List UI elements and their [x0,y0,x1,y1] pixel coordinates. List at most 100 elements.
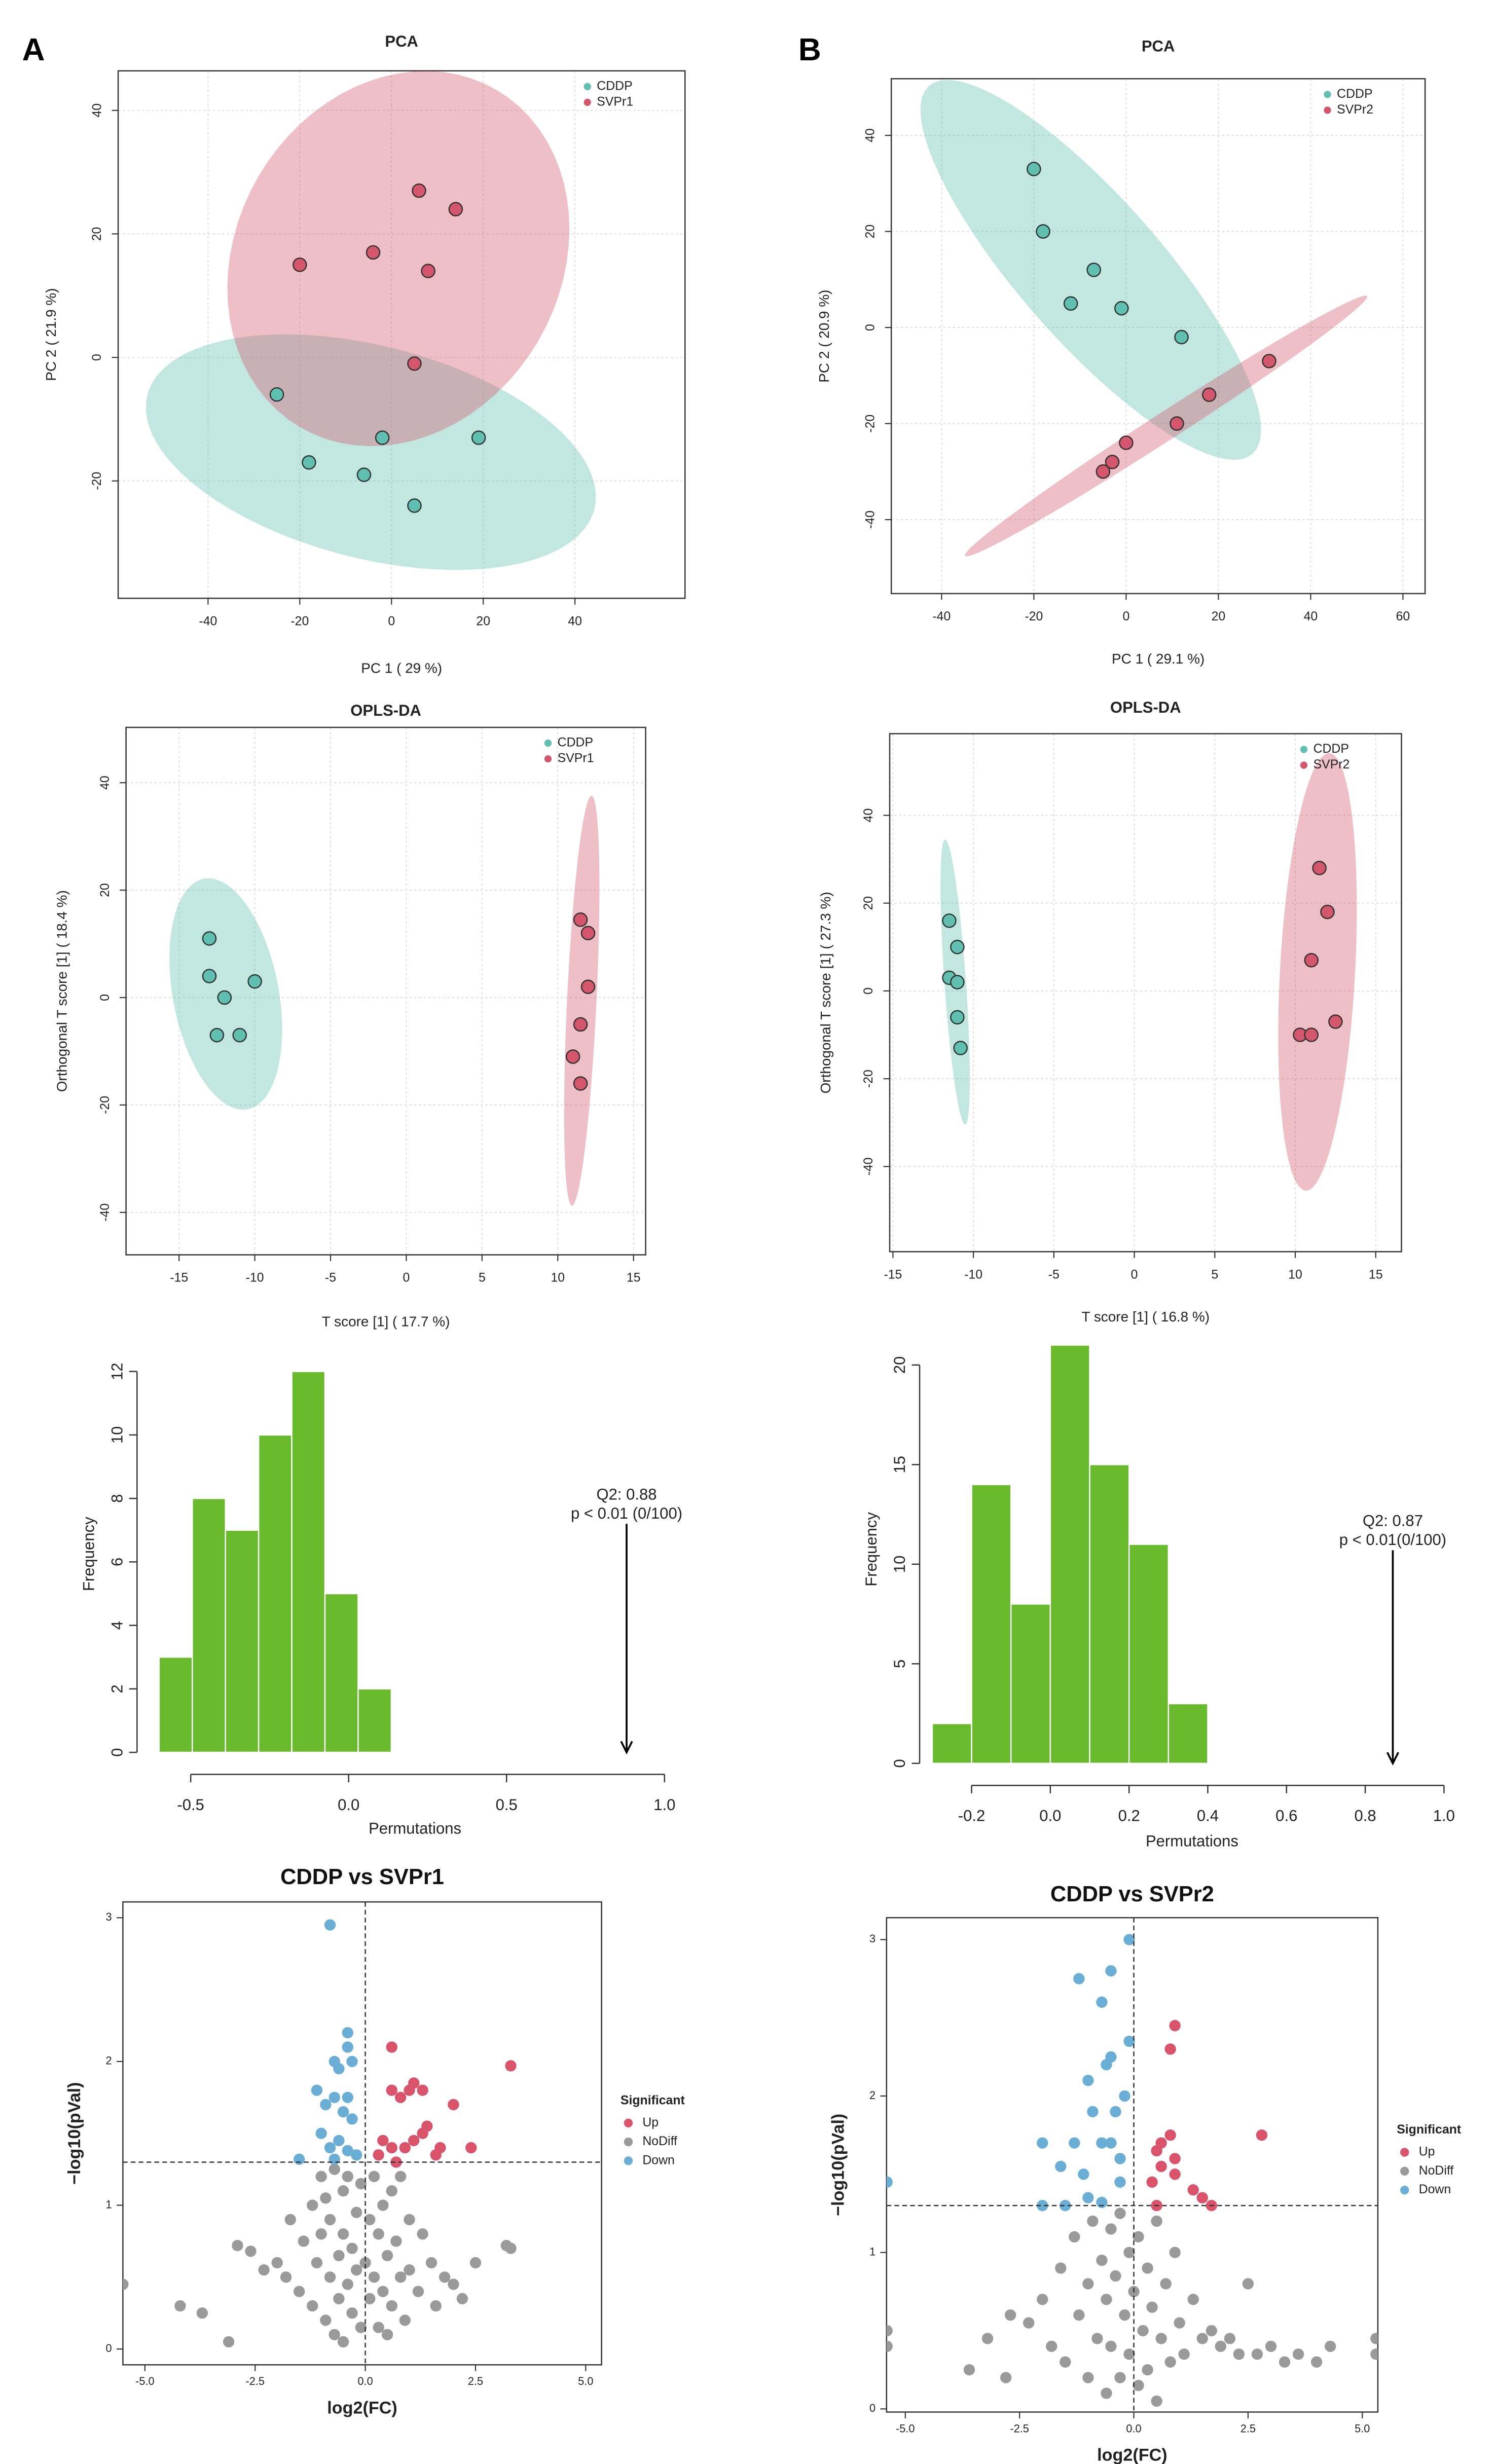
data-point [1256,2129,1268,2141]
annotation: p < 0.01(0/100) [1339,1531,1446,1549]
plot-area [145,71,596,570]
x-tick-label: 0.5 [496,1796,518,1814]
data-point [373,2149,384,2161]
data-point [1055,2262,1067,2274]
legend-title: Significant [621,2093,685,2107]
data-point [1073,2309,1085,2321]
data-point [1091,2333,1103,2344]
data-point [1114,2208,1126,2219]
data-point [421,2120,433,2132]
data-point [1119,2090,1130,2102]
data-point [1370,2348,1378,2360]
data-point [1105,1965,1117,1977]
data-point [1146,2176,1158,2188]
data-point [425,2257,437,2269]
x-tick-label: 40 [568,614,582,628]
data-point [377,2199,389,2211]
histogram-bar [1010,1603,1051,1764]
confidence-ellipse [227,71,570,447]
y-tick-label: 2 [108,1684,126,1693]
data-point [307,2300,318,2312]
x-tick-label: 5.0 [1355,2422,1370,2435]
chart-panel: CDDP vs SVPr1 log2(FC) −log10(pVal) -5.0 -2.… [65,1865,685,2417]
data-point [1027,162,1041,176]
y-tick-label: -20 [862,1070,875,1088]
data-point [1101,2059,1112,2071]
legend-swatch [624,2156,633,2165]
annotation: Q2: 0.88 [596,1485,656,1503]
data-point [573,1017,588,1032]
data-point [174,2300,186,2312]
data-point [1160,2278,1172,2290]
data-point [1055,2160,1067,2173]
x-tick-label: -2.5 [246,2375,265,2387]
y-axis-label: Orthogonal T score [1] ( 18.4 %) [54,890,70,1092]
data-point [196,2307,208,2319]
data-point [399,2314,411,2326]
data-point [302,455,316,470]
chart-title: PCA [385,32,418,50]
chart-title: CDDP vs SVPr2 [1050,1882,1214,1906]
data-point [1196,2192,1208,2203]
data-point [1087,2106,1099,2118]
legend-swatch [544,755,552,763]
x-tick-label: -5.0 [135,2375,154,2387]
histogram-bar [931,1722,972,1764]
legend-title: Significant [1397,2123,1461,2137]
data-point [963,2364,975,2376]
plot-frame [122,1901,602,2366]
data-point [408,2077,420,2089]
y-tick-label: 0 [106,2342,112,2355]
y-axis-label: −log10(pVal) [65,2082,84,2185]
x-tick-label: -2.5 [1010,2422,1029,2435]
data-point [469,2257,482,2269]
x-tick-label: 0.6 [1275,1807,1297,1825]
data-point [351,2206,362,2218]
data-point [565,1049,580,1064]
data-point [1119,435,1134,450]
histogram-bar [258,1434,293,1753]
plot-area [886,1934,1378,2407]
data-point [232,2239,243,2252]
data-point [1178,2348,1190,2360]
legend-label: SVPr1 [558,752,594,765]
data-point [1155,2160,1167,2173]
y-tick-label: 10 [108,1426,126,1444]
chart-panel: OPLS-DA T score [1] ( 16.8 %) Orthogonal T… [818,698,1402,1325]
data-point [1060,2199,1071,2212]
legend-swatch [583,83,591,90]
y-tick-label: 0 [863,324,877,331]
data-point [342,2027,354,2039]
data-point [1096,2254,1108,2266]
x-tick-label: 1.0 [1433,1807,1455,1825]
x-tick-label: 5 [479,1271,486,1285]
data-point [1215,2340,1226,2352]
data-point [329,2163,340,2175]
data-point [329,2153,340,2165]
data-point [1133,2231,1144,2243]
data-point [430,2149,442,2161]
data-point [1096,2196,1108,2209]
plot-frame [889,733,1402,1253]
data-point [448,202,463,216]
legend-swatch [544,739,552,747]
data-point [386,2084,397,2096]
histogram-bar [324,1593,359,1753]
confidence-ellipse [145,334,596,570]
y-tick-label: -40 [98,1203,112,1222]
data-point [1164,2043,1176,2055]
x-tick-label: 2.5 [1240,2422,1256,2435]
x-tick-label: -40 [932,610,951,623]
data-point [342,2278,354,2290]
data-point [1146,2301,1158,2313]
histogram-bar [192,1497,226,1753]
data-point [381,2250,393,2261]
data-point [373,2322,384,2333]
legend-label: NoDiff [642,2135,677,2148]
data-point [333,2063,345,2075]
data-point [1082,2372,1094,2383]
data-point [1206,2325,1217,2337]
plot-frame [890,78,1426,595]
legend-swatch [1400,2166,1409,2176]
x-tick-label: 60 [1396,610,1410,623]
